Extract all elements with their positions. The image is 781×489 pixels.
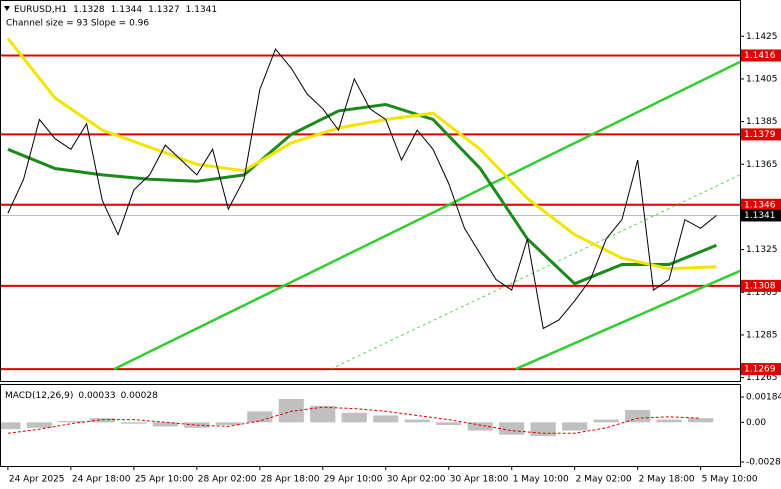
- level-label: 1.1269: [744, 365, 776, 375]
- macd-reading: 0.00033: [78, 391, 115, 401]
- macd-bar: [688, 418, 714, 423]
- macd-bar: [278, 398, 304, 423]
- y-tick-label: 1.1305: [746, 288, 778, 298]
- price-line: [7, 102, 717, 286]
- macd-bar: [404, 419, 430, 423]
- level-label-box: [741, 198, 781, 211]
- macd-bar: [152, 422, 178, 427]
- plot-area: [1, 398, 714, 437]
- y-tick-label: 0.00184: [746, 393, 781, 403]
- y-tick-label: 1.1265: [746, 373, 778, 383]
- x-tick-label: 5 May 10:00: [702, 475, 758, 485]
- macd-bar: [530, 422, 556, 437]
- level-label: 1.1346: [744, 200, 776, 210]
- y-tick-label: 1.1365: [746, 160, 778, 170]
- price-line: [7, 48, 717, 330]
- x-tick-label: 2 May 02:00: [576, 475, 632, 485]
- macd-bar: [373, 415, 399, 423]
- macd-reading: 0.00028: [121, 391, 158, 401]
- x-tick-label: 1 May 10:00: [513, 475, 569, 485]
- macd-bar: [58, 420, 84, 423]
- macd-bar: [436, 422, 462, 426]
- x-tick-label: 25 Apr 10:00: [135, 475, 194, 485]
- price-line: [6, 37, 717, 271]
- macd-bar: [1, 422, 21, 430]
- macd-bar: [467, 422, 493, 431]
- x-tick-label: 24 Apr 18:00: [72, 475, 131, 485]
- y-tick-label: 1.1425: [746, 32, 778, 42]
- macd-bar: [562, 422, 588, 431]
- level-label-box: [741, 363, 781, 376]
- ohlc-value: 1.1327: [148, 5, 180, 15]
- level-label: 1.1308: [744, 281, 776, 291]
- y-tick-label: 1.1325: [746, 245, 778, 255]
- macd-bar: [89, 418, 115, 423]
- level-label-box: [741, 279, 781, 292]
- ohlc-value: 1.1341: [186, 5, 218, 15]
- plot-area: [1, 37, 740, 371]
- main-panel-frame: [0, 0, 741, 382]
- level-label-box: [741, 49, 781, 62]
- macd-panel-frame: [0, 384, 741, 467]
- level-label: 1.1379: [744, 130, 776, 140]
- y-tick-label: -0.00289: [746, 458, 781, 468]
- level-label: 1.1416: [744, 51, 776, 61]
- annotation: Channel size = 93 Slope = 0.96: [6, 19, 149, 29]
- x-tick-label: 29 Apr 10:00: [324, 475, 383, 485]
- current-price-label: 1.1341: [744, 211, 776, 221]
- x-tick-label: 28 Apr 02:00: [198, 475, 257, 485]
- macd-title: MACD(12,26,9): [5, 391, 73, 401]
- macd-header: MACD(12,26,9) 0.00033 0.00028: [5, 391, 158, 401]
- macd-bar: [593, 419, 619, 423]
- collapse-icon: [4, 6, 10, 11]
- macd-bar: [26, 422, 52, 428]
- ohlc-value: 1.1344: [111, 5, 143, 15]
- macd-bar: [310, 405, 336, 423]
- macd-bar: [625, 409, 651, 423]
- y-tick-label: 1.1405: [746, 74, 778, 84]
- macd-bar: [341, 412, 367, 423]
- y-tick-label: 1.1285: [746, 330, 778, 340]
- signal-line: [7, 406, 701, 434]
- macd-bar: [247, 411, 273, 423]
- macd-bar: [121, 422, 147, 424]
- chart-title: EURUSD,H1: [14, 5, 67, 15]
- y-tick-label: 0.00: [746, 418, 766, 428]
- x-tick-label: 28 Apr 18:00: [261, 475, 320, 485]
- current-price-box: [741, 209, 781, 222]
- x-tick-label: 2 May 18:00: [639, 475, 695, 485]
- ohlc-value: 1.1328: [73, 5, 105, 15]
- level-label-box: [741, 128, 781, 141]
- macd-bar: [499, 422, 525, 435]
- y-tick-label: 1.1385: [746, 117, 778, 127]
- chart-header: EURUSD,H1 1.1328 1.1344 1.1327 1.1341: [14, 5, 217, 15]
- x-tick-label: 30 Apr 02:00: [387, 475, 446, 485]
- macd-bar: [656, 419, 682, 423]
- macd-bar: [215, 422, 241, 426]
- trendline: [515, 269, 740, 371]
- x-tick-label: 24 Apr 2025: [9, 475, 65, 485]
- x-tick-label: 30 Apr 18:00: [450, 475, 509, 485]
